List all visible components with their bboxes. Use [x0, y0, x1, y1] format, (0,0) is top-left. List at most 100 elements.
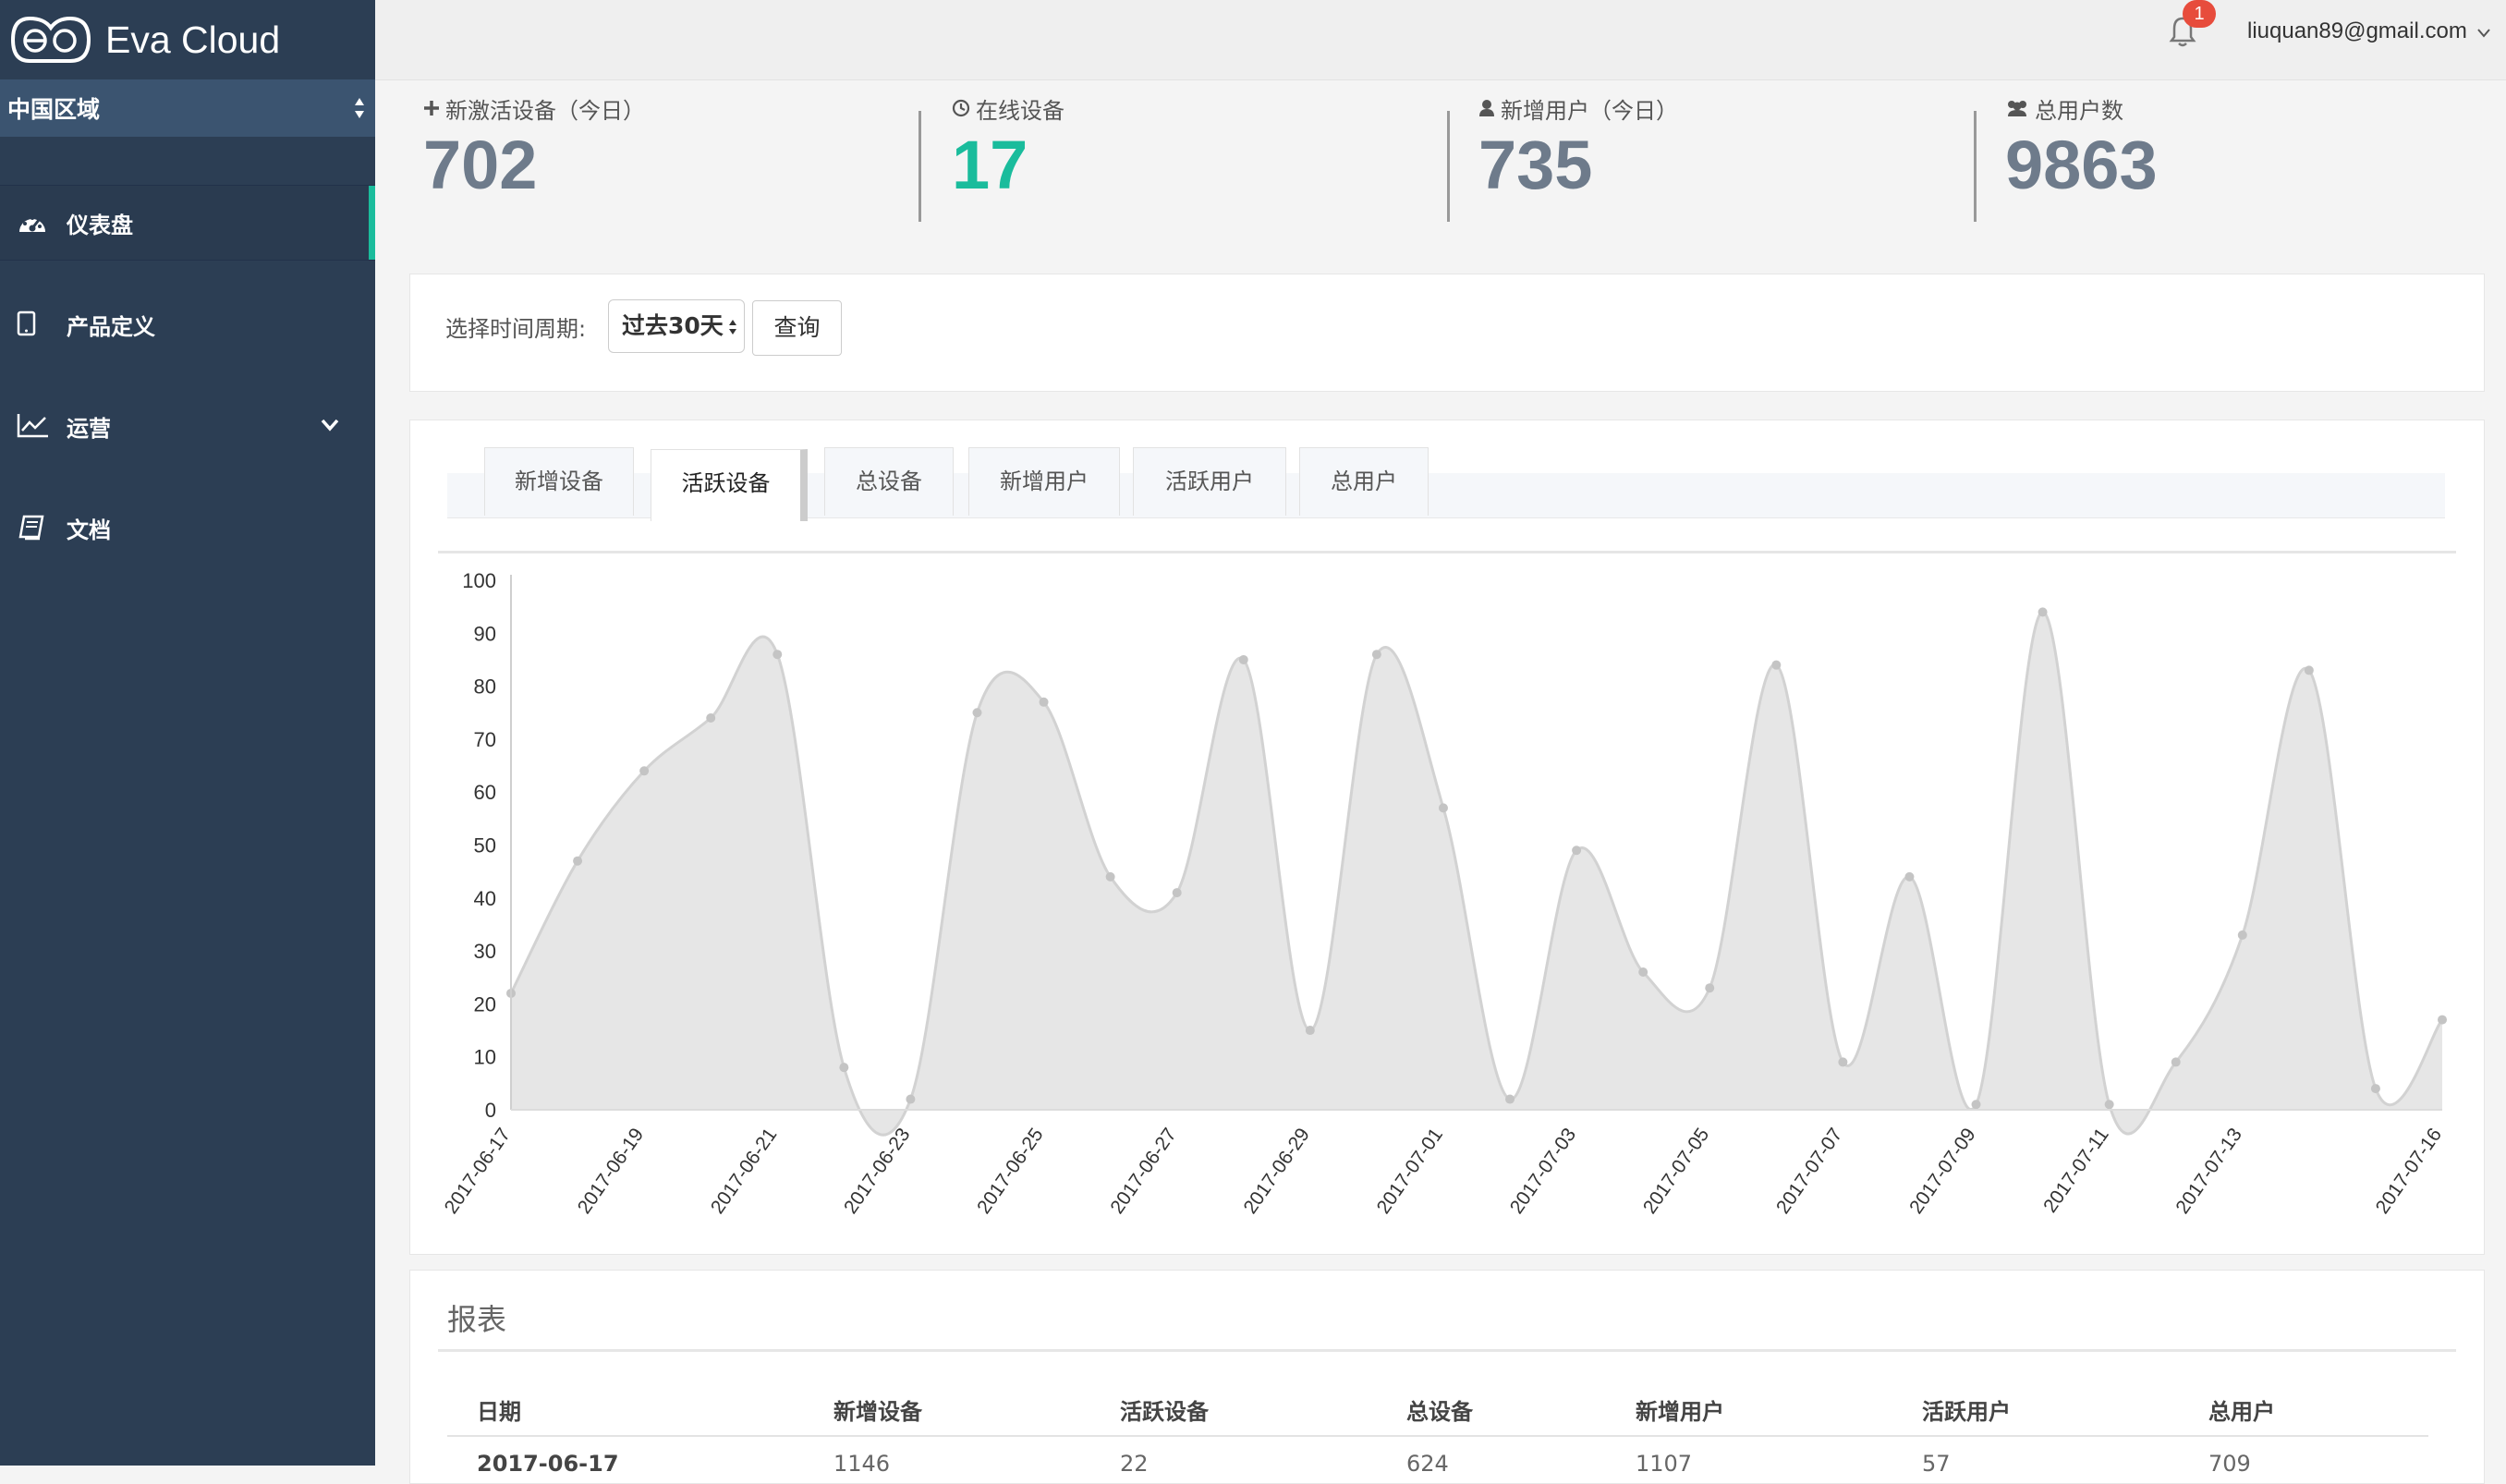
column-header-date[interactable]: 日期 — [477, 1393, 521, 1426]
x-tick-label: 2017-06-21 — [707, 1125, 781, 1218]
query-button[interactable]: 查询 — [752, 300, 842, 356]
data-point — [1572, 845, 1581, 855]
y-tick-label: 10 — [474, 1046, 496, 1069]
x-tick-label: 2017-07-01 — [1373, 1125, 1447, 1218]
data-point — [2305, 665, 2314, 675]
table-cell: 1146 — [833, 1451, 890, 1477]
x-tick-label: 2017-07-16 — [2372, 1125, 2446, 1218]
users-icon — [2005, 99, 2029, 117]
table-cell-date: 2017-06-17 — [477, 1451, 619, 1477]
line-chart-icon — [17, 412, 48, 440]
data-point — [1239, 655, 1248, 664]
user-menu[interactable]: liuquan89@gmail.com — [2247, 18, 2467, 44]
tab-total-users[interactable]: 总用户 — [1299, 447, 1429, 516]
data-point — [2238, 931, 2247, 940]
stat-divider — [1447, 111, 1450, 222]
x-tick-label: 2017-06-23 — [840, 1125, 914, 1218]
sidebar-item-operations[interactable]: 运营 — [0, 388, 375, 464]
stat-value: 735 — [1478, 126, 1678, 204]
data-point — [1106, 872, 1115, 882]
data-point — [639, 766, 649, 775]
stat-online-devices: 在线设备 17 — [952, 92, 1064, 231]
report-divider — [438, 1349, 2456, 1352]
stat-new-activated-devices: 新激活设备（今日） 702 — [423, 92, 645, 231]
tab-new-users[interactable]: 新增用户 — [968, 447, 1120, 516]
data-point — [972, 708, 981, 717]
logo[interactable]: Eva Cloud — [9, 13, 280, 67]
stat-value: 9863 — [2005, 126, 2158, 204]
data-point — [1771, 661, 1781, 670]
tab-new-devices[interactable]: 新增设备 — [484, 447, 634, 516]
dashboard-icon — [17, 210, 48, 237]
data-point — [1306, 1026, 1315, 1035]
book-icon — [17, 514, 48, 541]
stat-value: 702 — [423, 126, 645, 204]
sidebar-item-docs[interactable]: 文档 — [0, 490, 375, 566]
data-point — [1638, 967, 1648, 977]
data-point — [2171, 1057, 2181, 1066]
table-cell: 709 — [2208, 1451, 2251, 1477]
chevron-down-icon — [320, 418, 340, 432]
region-selector[interactable]: 中国区域 — [0, 79, 375, 137]
stat-label: 新激活设备（今日） — [445, 92, 645, 125]
y-tick-label: 40 — [474, 887, 496, 910]
tablet-icon — [17, 310, 48, 338]
report-title: 报表 — [447, 1296, 506, 1339]
table-cell: 1107 — [1636, 1451, 1692, 1477]
column-header-total-users[interactable]: 总用户 — [2208, 1393, 2275, 1426]
tab-active-users[interactable]: 活跃用户 — [1133, 447, 1286, 516]
clock-icon — [952, 99, 970, 117]
column-header-active-devices[interactable]: 活跃设备 — [1120, 1393, 1209, 1426]
notification-badge[interactable]: 1 — [2183, 0, 2216, 28]
select-arrows-icon — [353, 94, 366, 122]
data-point — [573, 857, 582, 866]
sidebar: Eva Cloud 中国区域 仪表盘 产品定义 运营 — [0, 0, 375, 1466]
table-cell: 22 — [1120, 1451, 1149, 1477]
x-tick-label: 2017-06-17 — [441, 1125, 515, 1218]
column-header-new-devices[interactable]: 新增设备 — [833, 1393, 922, 1426]
stat-value: 17 — [952, 126, 1064, 204]
sidebar-item-dashboard[interactable]: 仪表盘 — [0, 185, 375, 261]
stat-label: 在线设备 — [976, 92, 1064, 125]
data-point — [2038, 607, 2048, 616]
y-tick-label: 20 — [474, 992, 496, 1016]
sidebar-item-product-definition[interactable]: 产品定义 — [0, 286, 375, 362]
area-fill — [511, 612, 2442, 1135]
data-point — [706, 713, 715, 723]
column-header-new-users[interactable]: 新增用户 — [1636, 1393, 1724, 1426]
data-point — [772, 650, 782, 659]
column-header-active-users[interactable]: 活跃用户 — [1922, 1393, 2011, 1426]
period-select[interactable]: 过去30天 — [608, 299, 745, 353]
caret-down-icon[interactable] — [2476, 28, 2491, 39]
tab-total-devices[interactable]: 总设备 — [824, 447, 954, 516]
data-point — [1439, 803, 1448, 812]
data-point — [1173, 888, 1182, 897]
tab-divider — [438, 551, 2456, 553]
sidebar-item-label: 产品定义 — [67, 309, 155, 341]
data-point — [1372, 650, 1381, 659]
column-header-total-devices[interactable]: 总设备 — [1406, 1393, 1473, 1426]
stat-new-users: 新增用户（今日） 735 — [1478, 92, 1678, 231]
select-arrows-icon — [727, 317, 738, 337]
eva-logo-icon — [9, 13, 92, 67]
data-point — [2438, 1016, 2447, 1025]
data-point — [906, 1095, 915, 1104]
x-tick-label: 2017-07-03 — [1506, 1125, 1580, 1218]
y-tick-label: 30 — [474, 940, 496, 963]
sidebar-item-label: 文档 — [67, 512, 111, 544]
stat-label: 总用户数 — [2035, 92, 2123, 125]
stat-total-users: 总用户数 9863 — [2005, 92, 2158, 231]
data-point — [1838, 1057, 1847, 1066]
x-tick-label: 2017-07-13 — [2171, 1125, 2245, 1218]
x-tick-label: 2017-06-25 — [973, 1125, 1047, 1218]
x-tick-label: 2017-06-19 — [574, 1125, 648, 1218]
sidebar-item-label: 仪表盘 — [67, 207, 133, 239]
period-label: 选择时间周期: — [445, 310, 586, 343]
y-tick-label: 90 — [474, 622, 496, 645]
tab-active-devices[interactable]: 活跃设备 — [651, 449, 808, 521]
y-tick-label: 0 — [485, 1099, 496, 1122]
table-header-divider — [447, 1435, 2428, 1437]
y-tick-label: 70 — [474, 728, 496, 751]
y-tick-label: 60 — [474, 781, 496, 804]
data-point — [1705, 983, 1714, 992]
